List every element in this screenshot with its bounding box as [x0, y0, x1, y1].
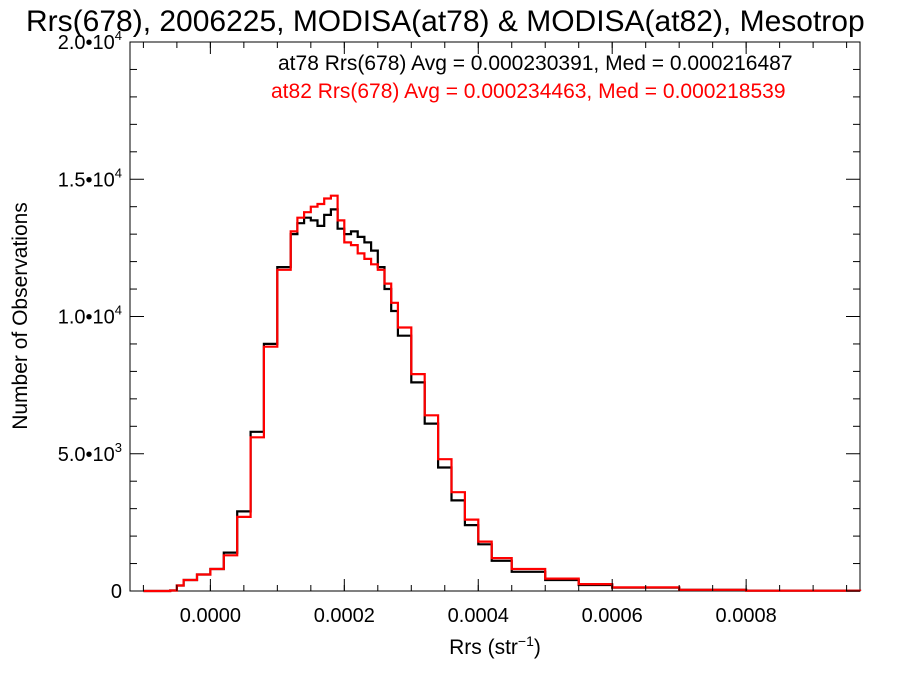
x-axis-label: Rrs (str−1): [449, 633, 541, 659]
y-tick-label: 0: [111, 581, 122, 603]
legend-at78: at78 Rrs(678) Avg = 0.000230391, Med = 0…: [278, 52, 793, 75]
x-tick-label: 0.0002: [314, 605, 375, 627]
axis-ticks: 0.0000 0.0002 0.0004 0.0006 0.0008 0 5.0•103 1.…: [58, 28, 860, 627]
series-line-at78: [143, 208, 862, 593]
legend-at82: at82 Rrs(678) Avg = 0.000234463, Med = 0…: [271, 80, 786, 103]
y-tick-label: 2.0•104: [58, 28, 122, 54]
plot-frame: [129, 41, 861, 592]
x-tick-label: 0.0008: [716, 605, 777, 627]
x-tick-label: 0.0004: [448, 605, 509, 627]
series-line-at82: [143, 194, 862, 593]
x-tick-label: 0.0000: [180, 605, 241, 627]
series-layer: [143, 194, 862, 593]
y-tick-label: 5.0•103: [58, 440, 122, 466]
y-tick-label: 1.5•104: [58, 165, 122, 191]
x-tick-label: 0.0006: [582, 605, 643, 627]
y-tick-label: 1.0•104: [58, 303, 122, 329]
y-axis-label: Number of Observations: [9, 202, 32, 430]
chart-title: Rrs(678), 2006225, MODISA(at78) & MODISA…: [26, 5, 865, 38]
